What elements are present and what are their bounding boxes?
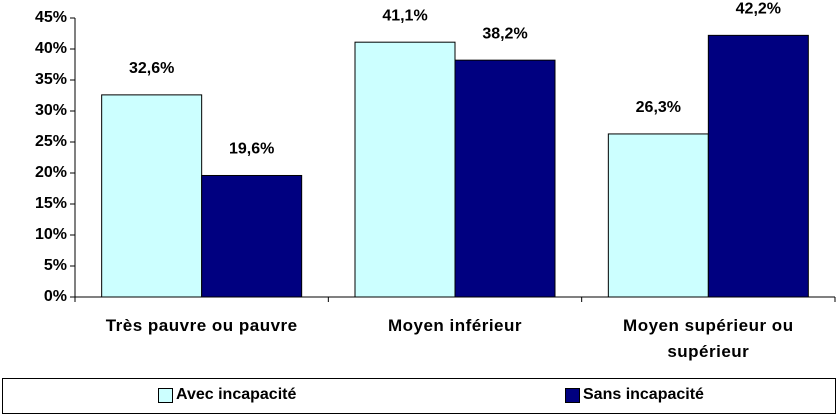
y-tick-label: 45%: [35, 9, 67, 26]
value-label: 42,2%: [736, 1, 781, 18]
y-tick-label: 20%: [35, 164, 67, 181]
y-tick-label: 40%: [35, 40, 67, 57]
y-tick-label: 35%: [35, 71, 67, 88]
legend-swatch: [158, 387, 173, 403]
y-tick-label: 25%: [35, 133, 67, 150]
legend-label: Sans incapacité: [583, 386, 704, 403]
legend-swatch: [565, 387, 580, 403]
x-tick-label: Moyen supérieur ou supérieur: [623, 316, 794, 361]
bar: [454, 59, 556, 298]
value-label: 38,2%: [482, 25, 527, 42]
value-label: 32,6%: [129, 60, 174, 77]
bar: [707, 34, 809, 298]
bar: [607, 133, 709, 298]
y-tick-label: 15%: [35, 195, 67, 212]
legend-entry: Avec incapacité: [158, 386, 296, 404]
legend: Avec incapacité Sans incapacité: [2, 378, 836, 414]
y-tick-label: 10%: [35, 226, 67, 243]
bar: [201, 174, 303, 298]
y-tick-label: 5%: [44, 257, 67, 274]
value-label: 19,6%: [229, 141, 274, 158]
bar: [101, 94, 203, 298]
y-tick-label: 30%: [35, 102, 67, 119]
y-tick-label: 0%: [44, 288, 67, 305]
bar: [354, 41, 456, 298]
x-tick-label: Très pauvre ou pauvre: [105, 316, 298, 335]
x-tick-label: Moyen inférieur: [387, 316, 523, 335]
legend-label: Avec incapacité: [176, 386, 297, 403]
value-label: 26,3%: [636, 99, 681, 116]
value-label: 41,1%: [382, 7, 427, 24]
legend-entry: Sans incapacité: [565, 386, 704, 404]
